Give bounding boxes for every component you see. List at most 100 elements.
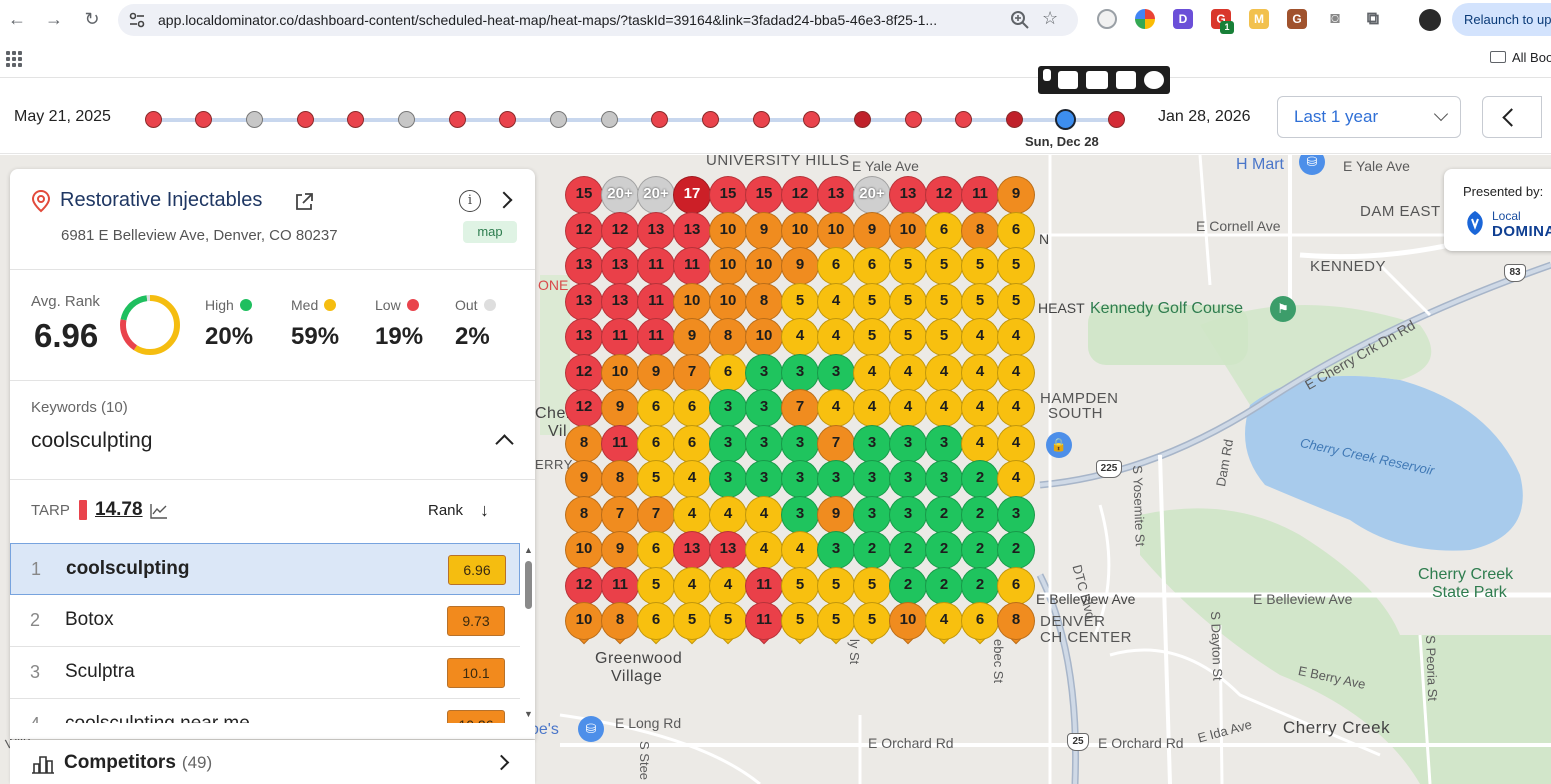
color-extension-icon[interactable] <box>1135 9 1155 29</box>
heatmap-pin[interactable]: 10 <box>601 353 639 396</box>
heatmap-pin[interactable]: 7 <box>673 353 711 396</box>
timeline-dot[interactable] <box>803 111 821 128</box>
heatmap-pin[interactable]: 4 <box>925 389 963 432</box>
g2-extension-icon[interactable]: G <box>1287 9 1307 29</box>
heatmap-pin[interactable]: 10 <box>709 282 747 325</box>
puzzle-extensions-icon[interactable]: ⧉ <box>1366 9 1380 28</box>
heatmap-pin[interactable]: 4 <box>781 531 819 574</box>
settings-gear-icon[interactable] <box>1144 71 1164 89</box>
address-bar[interactable]: app.localdominator.co/dashboard-content/… <box>118 4 1078 36</box>
heatmap-pin[interactable]: 4 <box>673 495 711 538</box>
heatmap-pin[interactable]: 17 <box>673 176 711 219</box>
timeline-dot[interactable] <box>651 111 669 128</box>
heatmap-pin[interactable]: 4 <box>853 389 891 432</box>
camera-extension-icon[interactable]: ◙ <box>1330 10 1340 27</box>
heatmap-pin[interactable]: 4 <box>817 318 855 361</box>
keyword-row[interactable]: 1 coolsculpting 6.96 <box>10 543 520 595</box>
heatmap-pin[interactable]: 4 <box>997 424 1035 467</box>
heatmap-pin[interactable]: 6 <box>817 247 855 290</box>
timeline-dot[interactable] <box>397 111 415 128</box>
heatmap-pin[interactable]: 11 <box>961 176 999 219</box>
heatmap-pin[interactable]: 5 <box>961 247 999 290</box>
heatmap-pin[interactable]: 6 <box>637 389 675 432</box>
windows-icon[interactable] <box>1116 71 1136 89</box>
keyword-row[interactable]: 4 coolsculpting near me 10.26 <box>10 699 520 723</box>
timeline-dot[interactable] <box>144 111 162 128</box>
timeline-dot[interactable] <box>702 111 720 128</box>
heatmap-pin[interactable]: 15 <box>745 176 783 219</box>
heatmap-pin[interactable]: 5 <box>925 282 963 325</box>
heatmap-pin[interactable]: 2 <box>961 460 999 503</box>
heatmap-pin[interactable]: 6 <box>997 566 1035 609</box>
heatmap-pin[interactable]: 3 <box>745 389 783 432</box>
heatmap-pin[interactable]: 3 <box>925 424 963 467</box>
heatmap-pin[interactable]: 6 <box>637 602 675 645</box>
heatmap-pin[interactable]: 11 <box>637 282 675 325</box>
timeline-dot[interactable] <box>245 111 263 128</box>
heatmap-pin[interactable]: 3 <box>817 460 855 503</box>
heatmap-pin[interactable]: 5 <box>817 602 855 645</box>
timeline-dot[interactable] <box>499 111 517 128</box>
heatmap-pin[interactable]: 2 <box>853 531 891 574</box>
heatmap-pin[interactable]: 3 <box>781 460 819 503</box>
heatmap-pin[interactable]: 5 <box>853 566 891 609</box>
heatmap-pin[interactable]: 6 <box>997 211 1035 254</box>
heatmap-pin[interactable]: 6 <box>673 424 711 467</box>
info-icon[interactable]: i <box>459 190 481 212</box>
heatmap-pin[interactable]: 3 <box>781 424 819 467</box>
timeline-dot[interactable] <box>549 111 567 128</box>
keyword-list-scrollbar[interactable]: ▲ ▼ <box>521 543 535 721</box>
heatmap-pin[interactable]: 5 <box>781 602 819 645</box>
heatmap-pin[interactable]: 12 <box>565 566 603 609</box>
zoom-icon[interactable] <box>1010 10 1030 30</box>
heatmap-pin[interactable]: 10 <box>709 211 747 254</box>
heatmap-pin[interactable]: 4 <box>925 602 963 645</box>
heatmap-pin[interactable]: 3 <box>709 389 747 432</box>
heatmap-pin[interactable]: 3 <box>745 353 783 396</box>
heatmap-pin[interactable]: 6 <box>673 389 711 432</box>
timeline-dot[interactable] <box>600 111 618 128</box>
heatmap-pin[interactable]: 3 <box>781 495 819 538</box>
heatmap-pin[interactable]: 4 <box>997 318 1035 361</box>
heatmap-pin[interactable]: 5 <box>781 282 819 325</box>
heatmap-pin[interactable]: 11 <box>745 566 783 609</box>
heatmap-pin[interactable]: 5 <box>853 282 891 325</box>
heatmap-pin[interactable]: 3 <box>889 424 927 467</box>
heatmap-pin[interactable]: 12 <box>565 389 603 432</box>
profile-avatar[interactable] <box>1419 9 1441 31</box>
heatmap-pin[interactable]: 6 <box>925 211 963 254</box>
heatmap-pin[interactable]: 5 <box>925 247 963 290</box>
heatmap-pin[interactable]: 13 <box>601 282 639 325</box>
heatmap-pin[interactable]: 15 <box>709 176 747 219</box>
heatmap-pin[interactable]: 11 <box>637 247 675 290</box>
heatmap-pin[interactable]: 9 <box>817 495 855 538</box>
scrollbar-thumb[interactable] <box>525 561 532 609</box>
heatmap-pin[interactable]: 6 <box>853 247 891 290</box>
timeline-dot[interactable] <box>296 111 314 128</box>
heatmap-pin[interactable]: 4 <box>673 460 711 503</box>
heatmap-pin[interactable]: 13 <box>673 531 711 574</box>
heatmap-pin[interactable]: 3 <box>745 460 783 503</box>
heatmap-pin[interactable]: 5 <box>637 566 675 609</box>
heatmap-pin[interactable]: 8 <box>565 424 603 467</box>
heatmap-pin[interactable]: 12 <box>781 176 819 219</box>
heatmap-pin[interactable]: 2 <box>889 531 927 574</box>
heatmap-pin[interactable]: 5 <box>817 566 855 609</box>
heatmap-pin[interactable]: 5 <box>889 247 927 290</box>
timeline-dot[interactable] <box>1107 111 1125 128</box>
heatmap-pin[interactable]: 2 <box>925 531 963 574</box>
chevron-right-icon[interactable] <box>495 191 513 209</box>
heatmap-pin[interactable]: 4 <box>673 566 711 609</box>
heatmap-pin[interactable]: 2 <box>961 495 999 538</box>
heatmap-pin[interactable]: 6 <box>637 531 675 574</box>
heatmap-pin[interactable]: 13 <box>673 211 711 254</box>
heatmap-pin[interactable]: 7 <box>637 495 675 538</box>
heatmap-pin[interactable]: 3 <box>853 424 891 467</box>
heatmap-pin[interactable]: 4 <box>925 353 963 396</box>
heatmap-pin[interactable]: 13 <box>637 211 675 254</box>
heatmap-pin[interactable]: 3 <box>853 495 891 538</box>
heatmap-pin[interactable]: 4 <box>745 495 783 538</box>
heatmap-pin[interactable]: 3 <box>889 495 927 538</box>
timeline-dot[interactable] <box>752 111 770 128</box>
heatmap-pin[interactable]: 2 <box>961 566 999 609</box>
